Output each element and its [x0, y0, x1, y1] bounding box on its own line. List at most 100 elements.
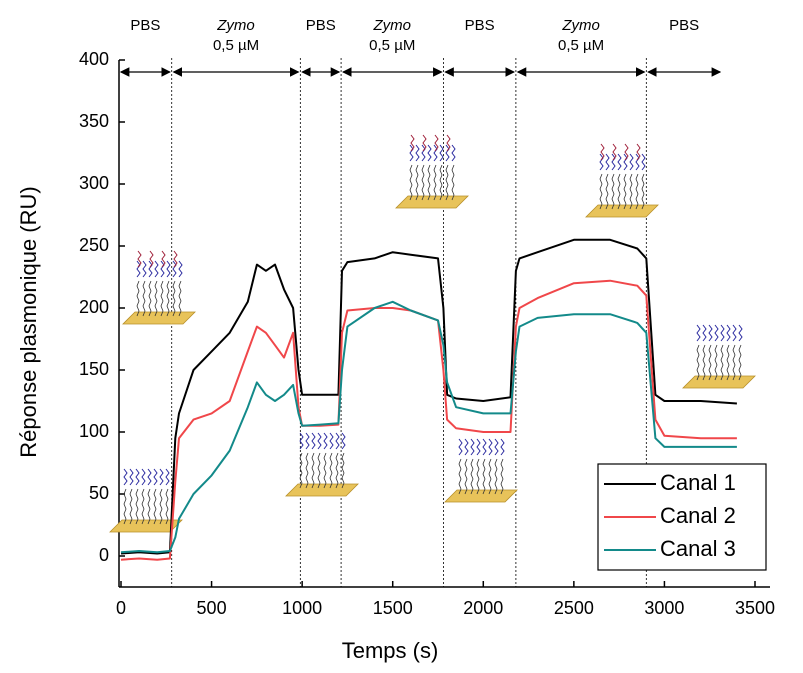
probe	[166, 260, 171, 278]
phase-concentration: 0,5 µM	[369, 37, 415, 54]
y-tick-label: 300	[79, 173, 109, 193]
strand	[311, 452, 315, 489]
probe	[129, 468, 134, 486]
probe	[148, 260, 153, 278]
probe	[488, 438, 493, 456]
probe	[732, 324, 737, 342]
target	[422, 134, 427, 152]
strand	[341, 452, 345, 489]
strand	[178, 280, 182, 317]
y-tick-label: 150	[79, 359, 109, 379]
probe	[605, 153, 610, 171]
target	[410, 134, 415, 152]
x-tick-label: 2500	[554, 598, 594, 618]
probe	[172, 260, 177, 278]
strand	[154, 280, 158, 317]
strand	[464, 458, 468, 495]
probe	[335, 432, 340, 450]
sensor-icon	[444, 438, 518, 503]
strand	[641, 173, 645, 210]
phase-label: PBS	[669, 17, 699, 34]
target	[600, 143, 605, 161]
x-tick-label: 1500	[373, 598, 413, 618]
target	[624, 143, 629, 161]
probe	[123, 468, 128, 486]
y-tick-label: 0	[99, 545, 109, 565]
probe	[147, 468, 152, 486]
strand	[141, 488, 145, 525]
probe	[415, 144, 420, 162]
probe	[160, 260, 165, 278]
probe	[629, 153, 634, 171]
strand	[329, 452, 333, 489]
probe	[317, 432, 322, 450]
strand	[305, 452, 309, 489]
strand	[147, 488, 151, 525]
strand	[153, 488, 157, 525]
strand	[421, 164, 425, 201]
x-tick-label: 3000	[644, 598, 684, 618]
strand	[335, 452, 339, 489]
strand	[433, 164, 437, 201]
probe	[341, 432, 346, 450]
strand	[470, 458, 474, 495]
probe	[135, 468, 140, 486]
strand	[696, 344, 700, 381]
target	[612, 143, 617, 161]
gold-surface	[585, 204, 659, 218]
gold-surface	[285, 483, 359, 497]
strand	[635, 173, 639, 210]
probe	[476, 438, 481, 456]
y-tick-label: 50	[89, 483, 109, 503]
probe	[623, 153, 628, 171]
strand	[605, 173, 609, 210]
x-tick-label: 3500	[735, 598, 775, 618]
strand	[488, 458, 492, 495]
strand	[445, 164, 449, 201]
strand	[702, 344, 706, 381]
phase-label: Zymo	[561, 17, 600, 34]
y-tick-label: 100	[79, 421, 109, 441]
phase-label: Zymo	[216, 17, 255, 34]
probe	[458, 438, 463, 456]
legend-label: Canal 3	[660, 536, 736, 561]
strand	[458, 458, 462, 495]
series-line	[120, 279, 737, 561]
probe	[427, 144, 432, 162]
probe	[329, 432, 334, 450]
strand	[299, 452, 303, 489]
legend-label: Canal 2	[660, 503, 736, 528]
x-axis-label: Temps (s)	[342, 638, 439, 663]
probe	[451, 144, 456, 162]
probe	[305, 432, 310, 450]
strand	[714, 344, 718, 381]
probe	[720, 324, 725, 342]
probe	[153, 468, 158, 486]
strand	[476, 458, 480, 495]
strand	[611, 173, 615, 210]
y-tick-label: 200	[79, 297, 109, 317]
series-line	[120, 300, 737, 554]
probe	[409, 144, 414, 162]
strand	[623, 173, 627, 210]
x-tick-label: 1000	[282, 598, 322, 618]
strand	[427, 164, 431, 201]
strand	[629, 173, 633, 210]
probe	[323, 432, 328, 450]
strand	[159, 488, 163, 525]
probe	[494, 438, 499, 456]
probe	[641, 153, 646, 171]
strand	[439, 164, 443, 201]
x-tick-label: 0	[116, 598, 126, 618]
strand	[482, 458, 486, 495]
gold-surface	[395, 195, 469, 209]
strand	[708, 344, 712, 381]
probe	[599, 153, 604, 171]
probe	[470, 438, 475, 456]
probe	[714, 324, 719, 342]
gold-surface	[682, 375, 756, 389]
strand	[323, 452, 327, 489]
strand	[165, 488, 169, 525]
probe	[299, 432, 304, 450]
target	[161, 250, 166, 268]
